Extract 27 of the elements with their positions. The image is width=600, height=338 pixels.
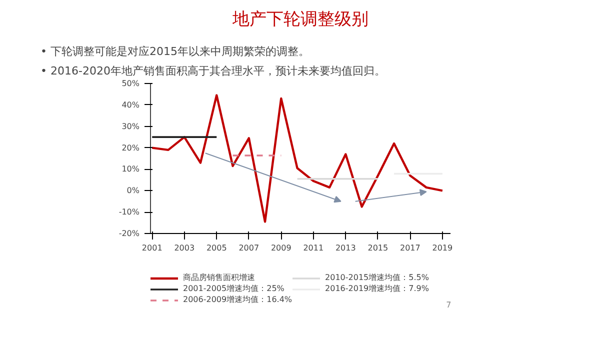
legend-label: 2006-2009增速均值：16.4% bbox=[183, 294, 292, 305]
y-tick-label: 0% bbox=[126, 186, 140, 196]
x-tick-label: 2013 bbox=[335, 244, 356, 252]
x-tick-label: 2003 bbox=[174, 244, 195, 252]
x-tick-label: 2017 bbox=[400, 244, 420, 252]
chart-title: 地产下轮调整级别 bbox=[232, 10, 368, 30]
y-tick-label: 50% bbox=[122, 79, 140, 88]
x-tick-label: 2009 bbox=[270, 244, 292, 252]
legend-label: 2010-2015增速均值：5.5% bbox=[325, 272, 429, 283]
chart-subtitle: • 下轮调整可能是对应2015年以来中周期繁荣的调整。 • 2016-2020年地产销售面积高于其合理水平，预计未来要均值回归。 bbox=[40, 45, 386, 78]
y-tick-label: 40% bbox=[122, 100, 140, 110]
line-series bbox=[151, 94, 444, 223]
x-tick-label: 2007 bbox=[238, 244, 260, 252]
x-tick-label: 2015 bbox=[368, 244, 388, 252]
y-tick-label: 10% bbox=[122, 164, 140, 174]
y-tick-label: 30% bbox=[122, 122, 140, 131]
x-tick-label: 2019 bbox=[432, 244, 453, 252]
legend-label: 商品房销售面积增速 bbox=[183, 272, 255, 283]
x-tick-label: 2011 bbox=[303, 244, 324, 252]
legend-label: 2001-2005增速均值：25% bbox=[183, 283, 284, 294]
legend-label: 2016-2019增速均值：7.9% bbox=[325, 283, 429, 294]
x-tick-label: 2005 bbox=[206, 244, 227, 252]
y-tick-label: -10% bbox=[118, 208, 140, 217]
text: 7 bbox=[446, 300, 452, 310]
x-tick-label: 2001 bbox=[142, 244, 162, 252]
y-tick-label: 20% bbox=[122, 143, 140, 152]
y-tick-label: -20% bbox=[118, 229, 140, 238]
